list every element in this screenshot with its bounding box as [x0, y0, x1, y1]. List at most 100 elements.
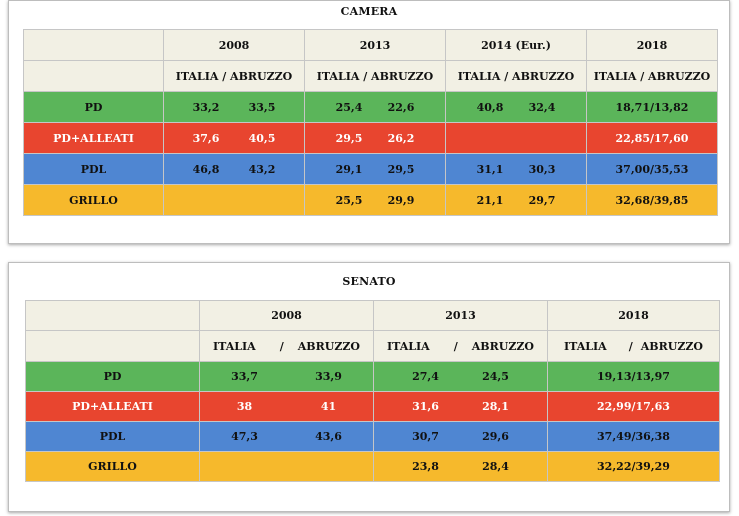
- year-header: 2013: [304, 29, 446, 61]
- party-label: PD: [25, 361, 200, 392]
- abruzzo-value: 29,5: [387, 162, 415, 176]
- italia-value: 27,4: [412, 370, 439, 383]
- subheader-abruzzo: ABRUZZO: [297, 339, 360, 353]
- camera-panel: CAMERA 2008 2013 2014 (Eur.) 2018 ITALIA…: [8, 0, 730, 244]
- value-pair: 30,7 29,6: [373, 421, 548, 452]
- subheader-italia: ITALIA: [387, 339, 430, 353]
- italia-value: 47,3: [231, 430, 258, 443]
- table-row: PDL 47,3 43,6 30,7 29,6 37,49/36,38: [25, 421, 720, 452]
- value-pair: 29,5 26,2: [304, 122, 446, 154]
- subheader-abruzzo: ABRUZZO: [640, 339, 703, 353]
- abruzzo-value: 43,2: [248, 162, 276, 176]
- table-row: GRILLO 25,5 29,9 21,1 29,7 32,68/39,85: [23, 184, 718, 216]
- value-combined: 32,22/39,29: [547, 451, 720, 482]
- subheader: ITALIA / ABRUZZO: [586, 60, 718, 92]
- italia-value: 33,7: [231, 370, 258, 383]
- italia-value: 29,5: [335, 131, 363, 145]
- corner-cell: [23, 29, 164, 61]
- abruzzo-value: 29,6: [482, 430, 509, 443]
- value-combined: 18,71/13,82: [586, 91, 718, 123]
- italia-value: 21,1: [476, 193, 504, 207]
- italia-value: 25,4: [335, 100, 363, 114]
- value-pair: [199, 451, 374, 482]
- subheader-slash: /: [453, 339, 458, 353]
- value-combined: 19,13/13,97: [547, 361, 720, 392]
- italia-value: 40,8: [476, 100, 504, 114]
- italia-value: 29,1: [335, 162, 363, 176]
- value-pair: 40,8 32,4: [445, 91, 587, 123]
- table-row: PD+ALLEATI 37,6 40,5 29,5 26,2 22,85/17,60: [23, 122, 718, 154]
- year-header: 2013: [373, 300, 548, 331]
- abruzzo-value: 33,5: [248, 100, 276, 114]
- senato-panel: SENATO 2008 2013 2018 ITALIA / ABRUZZO ITA…: [8, 262, 730, 512]
- year-header: 2018: [547, 300, 720, 331]
- party-label: PD+ALLEATI: [23, 122, 164, 154]
- value-pair: 25,4 22,6: [304, 91, 446, 123]
- abruzzo-value: 29,9: [387, 193, 415, 207]
- value-pair: [163, 184, 305, 216]
- table-row: PD+ALLEATI 38 41 31,6 28,1 22,99/17,63: [25, 391, 720, 422]
- subheader: ITALIA / ABRUZZO: [373, 330, 548, 362]
- party-label: GRILLO: [23, 184, 164, 216]
- year-header: 2008: [163, 29, 305, 61]
- subheader: ITALIA / ABRUZZO: [445, 60, 587, 92]
- value-combined: 22,85/17,60: [586, 122, 718, 154]
- abruzzo-value: 30,3: [528, 162, 556, 176]
- italia-value: 46,8: [192, 162, 220, 176]
- party-label: PDL: [25, 421, 200, 452]
- abruzzo-value: 28,1: [482, 400, 509, 413]
- value-pair: 33,7 33,9: [199, 361, 374, 392]
- abruzzo-value: 29,7: [528, 193, 556, 207]
- table-row: PD 33,2 33,5 25,4 22,6 40,8 32,4 18,71/13,8…: [23, 91, 718, 123]
- abruzzo-value: 24,5: [482, 370, 509, 383]
- italia-value: 23,8: [412, 460, 439, 473]
- subheader: ITALIA / ABRUZZO: [163, 60, 305, 92]
- party-label: PD: [23, 91, 164, 123]
- party-label: GRILLO: [25, 451, 200, 482]
- abruzzo-value: 33,9: [315, 370, 342, 383]
- subheader: ITALIA / ABRUZZO: [199, 330, 374, 362]
- value-pair: [445, 122, 587, 154]
- italia-value: 33,2: [192, 100, 220, 114]
- senato-table: 2008 2013 2018 ITALIA / ABRUZZO ITALIA / ABR…: [25, 300, 720, 482]
- camera-title: CAMERA: [340, 5, 398, 18]
- italia-value: 31,1: [476, 162, 504, 176]
- abruzzo-value: 28,4: [482, 460, 509, 473]
- corner-cell: [25, 330, 200, 362]
- table-row: GRILLO 23,8 28,4 32,22/39,29: [25, 451, 720, 482]
- year-header: 2008: [199, 300, 374, 331]
- corner-cell: [23, 60, 164, 92]
- value-pair: 47,3 43,6: [199, 421, 374, 452]
- value-combined: 37,00/35,53: [586, 153, 718, 185]
- camera-year-row: 2008 2013 2014 (Eur.) 2018: [23, 29, 718, 61]
- abruzzo-value: 32,4: [528, 100, 556, 114]
- senato-title: SENATO: [342, 275, 396, 288]
- subheader-slash: /: [279, 339, 284, 353]
- camera-subheader-row: ITALIA / ABRUZZO ITALIA / ABRUZZO ITALIA…: [23, 60, 718, 92]
- value-combined: 32,68/39,85: [586, 184, 718, 216]
- value-pair: 23,8 28,4: [373, 451, 548, 482]
- table-row: PD 33,7 33,9 27,4 24,5 19,13/13,97: [25, 361, 720, 392]
- value-pair: 27,4 24,5: [373, 361, 548, 392]
- subheader: ITALIA / ABRUZZO: [547, 330, 720, 362]
- value-pair: 33,2 33,5: [163, 91, 305, 123]
- italia-value: 38: [236, 400, 253, 413]
- senato-subheader-row: ITALIA / ABRUZZO ITALIA / ABRUZZO ITALIA / ABR…: [25, 330, 720, 362]
- corner-cell: [25, 300, 200, 331]
- value-pair: 21,1 29,7: [445, 184, 587, 216]
- italia-value: 31,6: [412, 400, 439, 413]
- party-label: PDL: [23, 153, 164, 185]
- value-pair: 31,1 30,3: [445, 153, 587, 185]
- subheader-slash: /: [628, 339, 633, 353]
- subheader: ITALIA / ABRUZZO: [304, 60, 446, 92]
- italia-value: 37,6: [192, 131, 220, 145]
- italia-value: 30,7: [412, 430, 439, 443]
- camera-table: 2008 2013 2014 (Eur.) 2018 ITALIA / ABRU…: [23, 29, 718, 216]
- value-pair: 25,5 29,9: [304, 184, 446, 216]
- party-label: PD+ALLEATI: [25, 391, 200, 422]
- abruzzo-value: 43,6: [315, 430, 342, 443]
- abruzzo-value: 22,6: [387, 100, 415, 114]
- abruzzo-value: 41: [320, 400, 337, 413]
- abruzzo-value: 40,5: [248, 131, 276, 145]
- value-pair: 37,6 40,5: [163, 122, 305, 154]
